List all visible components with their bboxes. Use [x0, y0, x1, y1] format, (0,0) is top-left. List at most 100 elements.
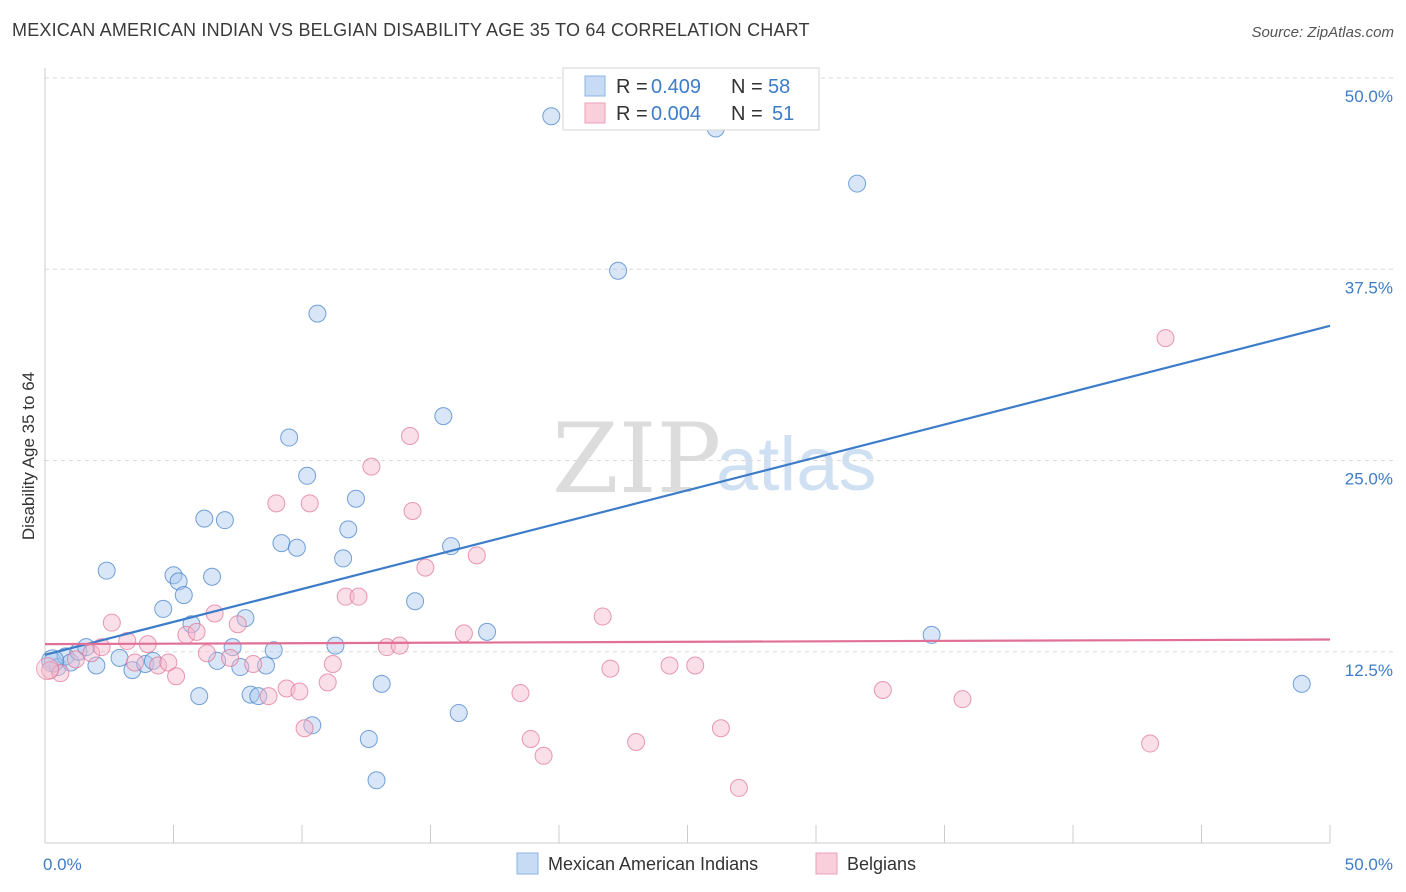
- gridlines: [45, 77, 1395, 653]
- points-pink-point-24: [300, 494, 319, 513]
- bottom-legend-swatch-blue: [516, 852, 539, 875]
- points-pink-point-41: [601, 659, 620, 678]
- points-blue-point-30: [280, 428, 299, 447]
- legend-r-label-blue: R =: [616, 76, 648, 98]
- legend-r-label-pink: R =: [616, 103, 648, 125]
- points-pink-point-25: [318, 673, 337, 692]
- points-pink-point-38: [521, 729, 540, 748]
- points-blue-point-38: [346, 489, 365, 508]
- points-blue-point-32: [298, 466, 317, 485]
- trend-lines: [44, 324, 1331, 656]
- y-tick-label-2: 37.5%: [1345, 278, 1393, 297]
- y-tick-label-3: 50.0%: [1345, 87, 1393, 106]
- points-pink-point-45: [711, 719, 730, 738]
- points-blue-point-39: [359, 729, 378, 748]
- points-blue-point-26: [249, 687, 268, 706]
- points-pink-point-1: [51, 664, 70, 683]
- points-pink-cluster: [36, 657, 60, 681]
- points-blue-point-46: [478, 622, 497, 641]
- x-tick-label-1: 50.0%: [1345, 855, 1393, 874]
- points-pink-point-50: [1156, 329, 1175, 348]
- points-pink-point-6: [118, 632, 137, 651]
- points-blue-point-15: [174, 586, 193, 605]
- points-pink-point-17: [228, 615, 247, 634]
- points-pink-point-34: [416, 558, 435, 577]
- points-blue-point-25: [241, 685, 260, 704]
- points-pink-point-48: [953, 690, 972, 709]
- points-pink-point-20: [267, 494, 286, 513]
- points-pink-point-10: [159, 653, 178, 672]
- points-pink-point-27: [336, 587, 355, 606]
- points-blue-point-27: [257, 656, 276, 675]
- points-blue-point-31: [287, 538, 306, 557]
- legend-swatch-pink: [584, 102, 606, 124]
- points-blue-point-14: [169, 572, 188, 591]
- points-blue-point-40: [367, 771, 386, 790]
- legend-r-value-blue: 0.409: [651, 76, 701, 98]
- points-pink-point-26: [323, 654, 342, 673]
- points-blue-point-52: [1292, 674, 1311, 693]
- chart-title: MEXICAN AMERICAN INDIAN VS BELGIAN DISAB…: [12, 20, 810, 40]
- points-pink-point-44: [686, 656, 705, 675]
- legend-box: [562, 67, 820, 131]
- points-blue-point-48: [609, 261, 628, 280]
- points-pink-point-49: [1141, 734, 1160, 753]
- x-tick-label-0: 0.0%: [43, 855, 82, 874]
- y-tick-label-1: 25.0%: [1345, 470, 1393, 489]
- trend-line-blue: [44, 324, 1331, 656]
- points-pink-point-46: [729, 778, 748, 797]
- points-pink-point-42: [627, 733, 646, 752]
- points-pink-point-36: [467, 546, 486, 565]
- watermark-zip: ZIP: [552, 403, 721, 515]
- series-legend: Mexican American Indians Belgians: [516, 852, 916, 875]
- points-pink-point-33: [403, 501, 422, 520]
- correlation-legend: R = 0.409 N = 58 R = 0.004 N = 51: [562, 67, 820, 131]
- points-pink-point-35: [454, 624, 473, 643]
- points-blue-point-7: [97, 561, 116, 580]
- legend-r-value-pink: 0.004: [651, 103, 701, 125]
- legend-n-value-blue: 58: [768, 76, 790, 98]
- legend-n-label-pink: N =: [731, 103, 763, 125]
- points-pink-point-5: [102, 613, 121, 632]
- points-pink-point-32: [400, 427, 419, 446]
- points-blue-point-34: [308, 304, 327, 323]
- points-blue-point-42: [406, 592, 425, 611]
- points-blue-point-28: [264, 641, 283, 660]
- points-pink-point-40: [593, 607, 612, 626]
- series-belgians: [36, 329, 1175, 797]
- bottom-legend-swatch-pink: [815, 852, 838, 875]
- points-pink-point-37: [511, 684, 530, 703]
- bottom-legend-label-blue: Mexican American Indians: [548, 854, 758, 874]
- points-blue-point-18: [195, 509, 214, 528]
- tick-labels: 12.5% 25.0% 37.5% 50.0% 0.0% 50.0%: [43, 87, 1393, 874]
- points-pink-point-16: [221, 648, 240, 667]
- points-blue-point-36: [334, 549, 353, 568]
- points-blue-point-29: [272, 534, 291, 553]
- y-axis-title: Disability Age 35 to 64: [19, 372, 38, 540]
- points-pink-point-13: [187, 622, 206, 641]
- points-pink-point-14: [197, 644, 216, 663]
- points-pink-point-18: [244, 654, 263, 673]
- points-blue-point-50: [848, 174, 867, 193]
- points-blue-point-45: [449, 703, 468, 722]
- points-pink-point-9: [149, 656, 168, 675]
- points-blue-point-47: [542, 107, 561, 126]
- points-pink-point-31: [390, 636, 409, 655]
- points-pink-point-2: [66, 650, 85, 669]
- points-pink-point-23: [295, 719, 314, 738]
- source-label: Source: ZipAtlas.com: [1251, 24, 1394, 41]
- points-pink-point-7: [125, 653, 144, 672]
- points-blue-point-8: [110, 648, 129, 667]
- trend-line-pink: [44, 638, 1331, 646]
- points-blue-point-35: [326, 636, 345, 655]
- legend-swatch-blue: [584, 75, 606, 97]
- points-blue-point-41: [372, 674, 391, 693]
- points-blue-point-21: [215, 511, 234, 530]
- y-tick-label-0: 12.5%: [1345, 661, 1393, 680]
- points-blue-point-17: [190, 687, 209, 706]
- axes: [44, 68, 1331, 844]
- watermark-atlas: atlas: [716, 422, 877, 507]
- points-blue-point-51: [922, 625, 941, 644]
- legend-n-value-pink: 51: [772, 103, 794, 125]
